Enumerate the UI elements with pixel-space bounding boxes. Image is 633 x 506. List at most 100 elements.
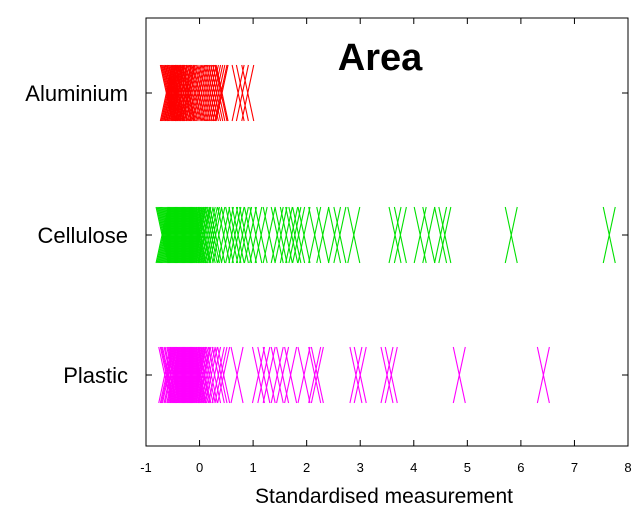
data-point: [197, 64, 211, 122]
x-tick-label: 8: [624, 460, 631, 475]
data-point: [188, 346, 202, 404]
x-axis-title: Standardised measurement: [255, 485, 513, 506]
data-point: [199, 64, 213, 122]
series-cellulose: [155, 206, 616, 264]
category-label: Plastic: [63, 363, 128, 388]
category-label: Aluminium: [25, 81, 128, 106]
data-point: [333, 206, 347, 264]
data-point: [172, 64, 186, 122]
data-point: [198, 346, 212, 404]
data-point: [214, 64, 228, 122]
data-point: [316, 206, 330, 264]
data-point: [438, 206, 452, 264]
data-point: [347, 206, 361, 264]
data-point: [270, 206, 284, 264]
data-point: [452, 346, 466, 404]
data-point: [231, 64, 245, 122]
data-point: [230, 346, 244, 404]
data-point: [434, 206, 448, 264]
data-point: [193, 64, 207, 122]
series-plastic: [158, 346, 550, 404]
x-tick-label: 6: [517, 460, 524, 475]
data-point: [203, 64, 217, 122]
data-point: [217, 346, 231, 404]
x-tick-label: -1: [140, 460, 152, 475]
data-point: [182, 64, 196, 122]
data-point: [195, 346, 209, 404]
data-point: [208, 346, 222, 404]
data-point: [178, 64, 192, 122]
data-point: [194, 346, 208, 404]
data-point: [413, 206, 427, 264]
data-point: [292, 206, 306, 264]
data-point: [235, 64, 249, 122]
data-point: [198, 206, 212, 264]
data-point: [239, 206, 253, 264]
data-marks: [155, 64, 616, 404]
data-point: [310, 346, 324, 404]
data-point: [284, 346, 298, 404]
data-point: [212, 64, 226, 122]
data-point: [211, 346, 225, 404]
x-tick-label: 5: [464, 460, 471, 475]
data-point: [168, 64, 182, 122]
data-point: [200, 206, 214, 264]
data-point: [388, 206, 402, 264]
data-point: [327, 206, 342, 264]
data-point: [205, 64, 219, 122]
data-point: [225, 206, 239, 264]
data-point: [195, 206, 209, 264]
data-point: [257, 346, 271, 404]
data-point: [504, 206, 518, 264]
data-point: [215, 64, 229, 122]
data-point: [201, 64, 215, 122]
data-point: [536, 346, 550, 404]
data-point: [602, 206, 616, 264]
data-point: [285, 206, 299, 264]
data-point: [349, 346, 363, 404]
data-point: [243, 206, 257, 264]
data-point: [270, 346, 284, 404]
data-point: [274, 206, 288, 264]
data-point: [204, 346, 218, 404]
x-tick-label: 2: [303, 460, 310, 475]
data-point: [206, 206, 221, 264]
data-point: [202, 346, 216, 404]
data-point: [353, 346, 367, 404]
data-point: [241, 64, 255, 122]
data-point: [308, 346, 322, 404]
chart-title: Area: [338, 37, 423, 79]
data-point: [212, 206, 226, 264]
data-point: [176, 64, 191, 122]
data-point: [210, 64, 224, 122]
data-point: [297, 206, 311, 264]
data-point: [288, 206, 302, 264]
data-point: [384, 346, 398, 404]
x-tick-label: 0: [196, 460, 203, 475]
data-point: [297, 346, 311, 404]
x-tick-label: 4: [410, 460, 417, 475]
data-point: [194, 206, 208, 264]
axis-ticks: [145, 18, 629, 446]
x-tick-label: 1: [249, 460, 256, 475]
data-point: [249, 206, 263, 264]
data-point: [191, 346, 206, 404]
data-point: [380, 346, 394, 404]
data-point: [191, 206, 206, 264]
data-point: [188, 206, 202, 264]
data-point: [202, 206, 216, 264]
data-point: [214, 346, 228, 404]
data-point: [422, 206, 436, 264]
x-tick-labels: -1 0 1 2 3 4 5 6 7 8: [140, 460, 631, 475]
category-labels: Aluminium Cellulose Plastic: [25, 81, 128, 388]
x-tick-label: 7: [571, 460, 578, 475]
data-point: [175, 64, 189, 122]
data-point: [251, 346, 266, 404]
data-point: [279, 206, 293, 264]
series-aluminium: [159, 64, 255, 122]
data-point: [195, 64, 209, 122]
x-tick-label: 3: [357, 460, 364, 475]
category-label: Cellulose: [38, 223, 129, 248]
data-point: [393, 206, 407, 264]
